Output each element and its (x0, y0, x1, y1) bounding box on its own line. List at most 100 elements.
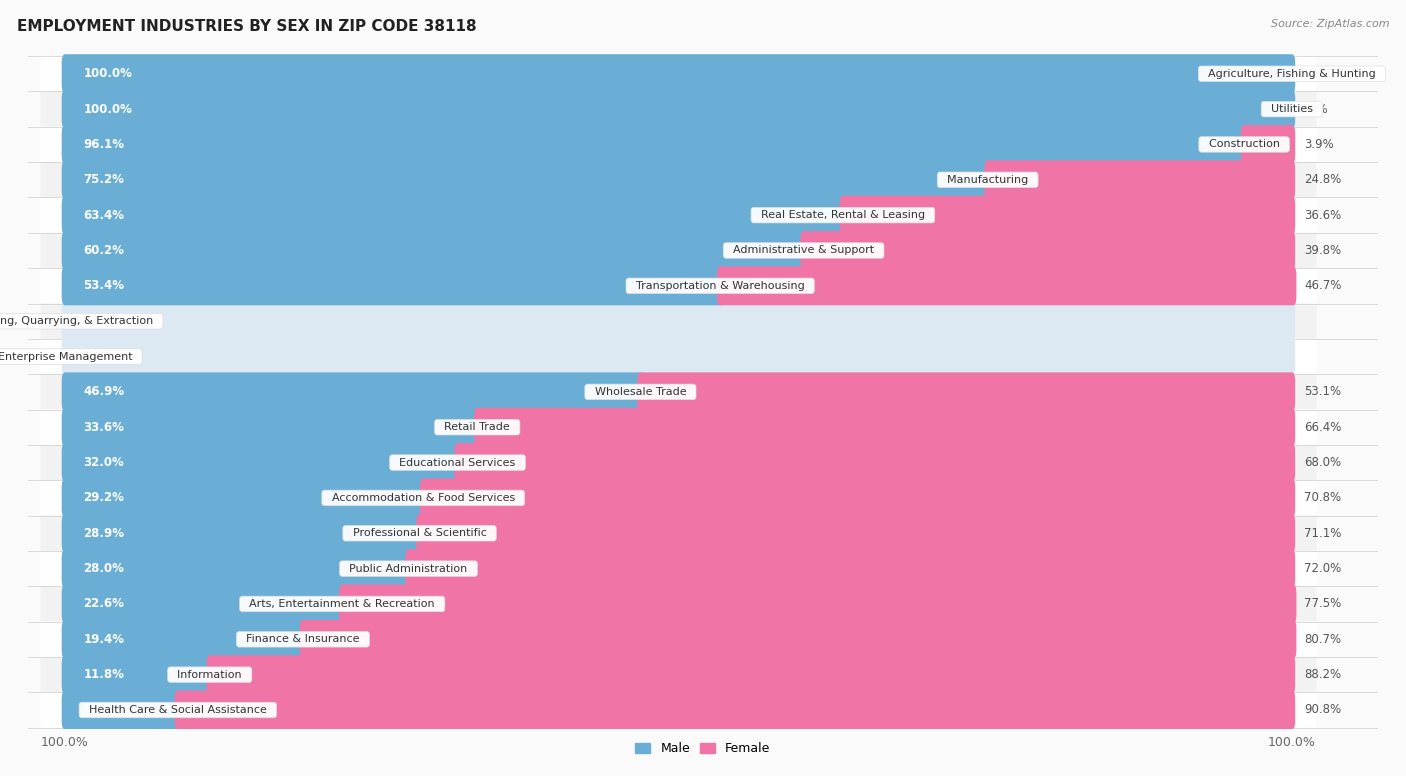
FancyBboxPatch shape (62, 266, 1295, 305)
FancyBboxPatch shape (62, 514, 1295, 553)
Text: Construction: Construction (1202, 140, 1286, 150)
FancyBboxPatch shape (41, 445, 1316, 480)
Text: 32.0%: 32.0% (83, 456, 124, 469)
FancyBboxPatch shape (62, 479, 1295, 518)
FancyBboxPatch shape (62, 549, 412, 588)
FancyBboxPatch shape (984, 161, 1295, 199)
Text: 75.2%: 75.2% (83, 173, 124, 186)
FancyBboxPatch shape (62, 266, 723, 305)
Text: 70.8%: 70.8% (1305, 491, 1341, 504)
FancyBboxPatch shape (62, 514, 423, 553)
Text: 0.0%: 0.0% (1298, 68, 1327, 80)
FancyBboxPatch shape (62, 231, 807, 270)
FancyBboxPatch shape (62, 479, 426, 518)
Text: Manufacturing: Manufacturing (941, 175, 1035, 185)
Text: Real Estate, Rental & Leasing: Real Estate, Rental & Leasing (754, 210, 932, 220)
FancyBboxPatch shape (62, 443, 1295, 482)
Text: 28.9%: 28.9% (83, 527, 124, 540)
Text: EMPLOYMENT INDUSTRIES BY SEX IN ZIP CODE 38118: EMPLOYMENT INDUSTRIES BY SEX IN ZIP CODE… (17, 19, 477, 34)
FancyBboxPatch shape (454, 443, 1295, 482)
FancyBboxPatch shape (62, 372, 644, 411)
FancyBboxPatch shape (41, 374, 1316, 410)
FancyBboxPatch shape (62, 196, 1295, 234)
FancyBboxPatch shape (41, 622, 1316, 657)
FancyBboxPatch shape (62, 125, 1247, 164)
FancyBboxPatch shape (41, 92, 1316, 126)
Text: 71.1%: 71.1% (1305, 527, 1341, 540)
FancyBboxPatch shape (299, 620, 1296, 659)
FancyBboxPatch shape (62, 584, 346, 623)
Text: Enterprise Management: Enterprise Management (0, 352, 139, 362)
Text: Information: Information (170, 670, 249, 680)
FancyBboxPatch shape (41, 339, 1316, 374)
Text: 0.0%: 0.0% (72, 315, 101, 327)
Text: 33.6%: 33.6% (83, 421, 124, 434)
FancyBboxPatch shape (717, 266, 1296, 305)
Text: Transportation & Warehousing: Transportation & Warehousing (628, 281, 811, 291)
FancyBboxPatch shape (62, 655, 1295, 694)
Text: Agriculture, Fishing & Hunting: Agriculture, Fishing & Hunting (1201, 69, 1384, 78)
FancyBboxPatch shape (41, 480, 1316, 515)
Text: 68.0%: 68.0% (1305, 456, 1341, 469)
FancyBboxPatch shape (62, 407, 1295, 447)
Text: 39.8%: 39.8% (1305, 244, 1341, 257)
Text: Educational Services: Educational Services (392, 458, 523, 468)
Text: 96.1%: 96.1% (83, 138, 124, 151)
FancyBboxPatch shape (800, 231, 1295, 270)
FancyBboxPatch shape (41, 515, 1316, 551)
FancyBboxPatch shape (62, 691, 1295, 729)
Text: Wholesale Trade: Wholesale Trade (588, 387, 693, 397)
FancyBboxPatch shape (339, 584, 1296, 623)
Text: Retail Trade: Retail Trade (437, 422, 517, 432)
Text: 19.4%: 19.4% (83, 632, 124, 646)
FancyBboxPatch shape (62, 54, 1295, 93)
Text: 90.8%: 90.8% (1305, 704, 1341, 716)
FancyBboxPatch shape (41, 657, 1316, 692)
FancyBboxPatch shape (41, 551, 1316, 587)
Text: 29.2%: 29.2% (83, 491, 124, 504)
Text: 0.0%: 0.0% (72, 315, 101, 327)
Text: 53.1%: 53.1% (1305, 386, 1341, 398)
Text: 80.7%: 80.7% (1305, 632, 1341, 646)
Text: 46.9%: 46.9% (83, 386, 125, 398)
FancyBboxPatch shape (62, 196, 846, 234)
Text: 72.0%: 72.0% (1305, 562, 1341, 575)
FancyBboxPatch shape (62, 302, 1295, 341)
FancyBboxPatch shape (62, 549, 1295, 588)
FancyBboxPatch shape (174, 691, 1295, 729)
FancyBboxPatch shape (62, 161, 1295, 199)
Text: Professional & Scientific: Professional & Scientific (346, 528, 494, 539)
FancyBboxPatch shape (41, 303, 1316, 339)
FancyBboxPatch shape (207, 655, 1295, 694)
Text: Utilities: Utilities (1264, 104, 1320, 114)
FancyBboxPatch shape (62, 620, 1295, 659)
Text: 0.0%: 0.0% (72, 350, 101, 363)
Text: 63.4%: 63.4% (83, 209, 124, 222)
Text: Mining, Quarrying, & Extraction: Mining, Quarrying, & Extraction (0, 316, 160, 326)
Text: 11.8%: 11.8% (83, 668, 124, 681)
FancyBboxPatch shape (62, 90, 1295, 129)
FancyBboxPatch shape (62, 337, 1295, 376)
Text: Health Care & Social Assistance: Health Care & Social Assistance (82, 705, 274, 715)
Text: Source: ZipAtlas.com: Source: ZipAtlas.com (1271, 19, 1389, 29)
FancyBboxPatch shape (62, 584, 1295, 623)
FancyBboxPatch shape (420, 479, 1295, 518)
FancyBboxPatch shape (62, 443, 461, 482)
FancyBboxPatch shape (41, 587, 1316, 622)
FancyBboxPatch shape (62, 372, 1295, 411)
Text: Finance & Insurance: Finance & Insurance (239, 634, 367, 644)
FancyBboxPatch shape (62, 161, 991, 199)
FancyBboxPatch shape (1241, 125, 1295, 164)
FancyBboxPatch shape (62, 620, 307, 659)
FancyBboxPatch shape (62, 125, 1295, 164)
FancyBboxPatch shape (62, 407, 481, 447)
Text: Arts, Entertainment & Recreation: Arts, Entertainment & Recreation (242, 599, 441, 609)
Text: 88.2%: 88.2% (1305, 668, 1341, 681)
Legend: Male, Female: Male, Female (630, 737, 776, 760)
Text: 77.5%: 77.5% (1305, 598, 1341, 611)
Text: 46.7%: 46.7% (1305, 279, 1341, 293)
FancyBboxPatch shape (41, 162, 1316, 197)
Text: Accommodation & Food Services: Accommodation & Food Services (325, 493, 522, 503)
Text: 3.9%: 3.9% (1305, 138, 1334, 151)
FancyBboxPatch shape (405, 549, 1295, 588)
